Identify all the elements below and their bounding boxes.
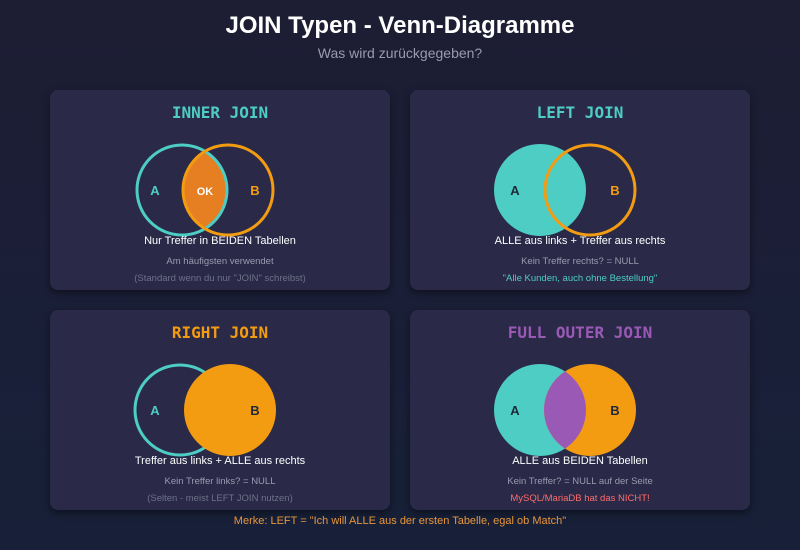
card-note: Am häufigsten verwendet [166, 256, 274, 267]
venn-full-outer-join: A B [494, 364, 636, 456]
card-hint: (Standard wenn du nur "JOIN" schreibst) [134, 273, 306, 284]
circle-b [181, 143, 275, 237]
card-title: FULL OUTER JOIN [507, 323, 653, 342]
label-a: A [150, 403, 160, 418]
circle-b [184, 364, 276, 456]
footer-note: Merke: LEFT = "Ich will ALLE aus der ers… [233, 515, 567, 527]
circle-b [543, 143, 637, 237]
card-full-outer-join: A B FULL OUTER JOIN ALLE aus BEIDEN Tabe… [410, 310, 750, 510]
card-description: Nur Treffer in BEIDEN Tabellen [144, 235, 296, 247]
card-note: Kein Treffer rechts? = NULL [521, 256, 639, 267]
venn-right-join: A B [133, 363, 276, 457]
venn-inner-join: A B OK [135, 143, 275, 237]
card-title: LEFT JOIN [536, 103, 624, 122]
card-description: ALLE aus links + Treffer aus rechts [494, 235, 666, 247]
overlap-label: OK [197, 186, 214, 198]
circle-a [494, 144, 586, 236]
label-b: B [250, 403, 259, 418]
card-description: Treffer aus links + ALLE aus rechts [134, 455, 306, 467]
label-a: A [150, 183, 160, 198]
card-description: ALLE aus BEIDEN Tabellen [512, 455, 648, 467]
card-warning: MySQL/MariaDB hat das NICHT! [510, 493, 650, 504]
overlap-region [183, 145, 227, 235]
card-title: INNER JOIN [171, 103, 269, 122]
card-note: Kein Treffer? = NULL auf der Seite [507, 476, 653, 487]
overlap-region [544, 364, 586, 456]
label-b: B [250, 183, 259, 198]
label-b: B [610, 183, 619, 198]
card-inner-join: A B OK INNER JOIN Nur Treffer in BEIDEN … [50, 90, 390, 290]
card-right-join: A B RIGHT JOIN Treffer aus links + ALLE … [50, 310, 390, 510]
page-title: JOIN Typen - Venn-Diagramme [225, 12, 575, 39]
label-a: A [510, 183, 520, 198]
card-title: RIGHT JOIN [171, 323, 269, 342]
card-example: "Alle Kunden, auch ohne Bestellung" [502, 273, 658, 284]
card-note: Kein Treffer links? = NULL [164, 476, 276, 487]
label-b: B [610, 403, 619, 418]
venn-left-join: A B [494, 143, 637, 237]
label-a: A [510, 403, 520, 418]
card-hint: (Selten - meist LEFT JOIN nutzen) [147, 493, 293, 504]
card-left-join: A B LEFT JOIN ALLE aus links + Treffer a… [410, 90, 750, 290]
page-subtitle: Was wird zurückgegeben? [317, 45, 483, 61]
circle-a [135, 143, 229, 237]
